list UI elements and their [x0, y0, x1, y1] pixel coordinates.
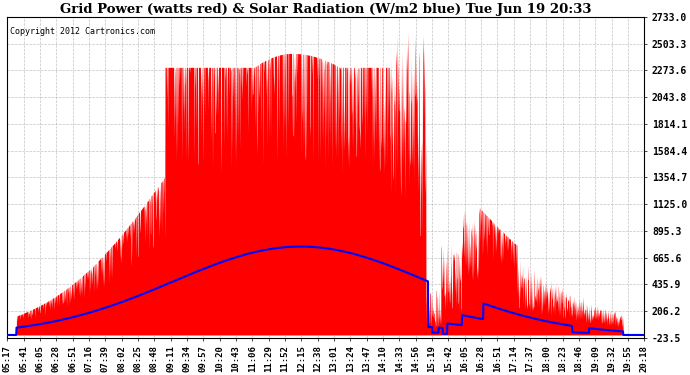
Title: Grid Power (watts red) & Solar Radiation (W/m2 blue) Tue Jun 19 20:33: Grid Power (watts red) & Solar Radiation…	[60, 3, 591, 16]
Text: Copyright 2012 Cartronics.com: Copyright 2012 Cartronics.com	[10, 27, 155, 36]
